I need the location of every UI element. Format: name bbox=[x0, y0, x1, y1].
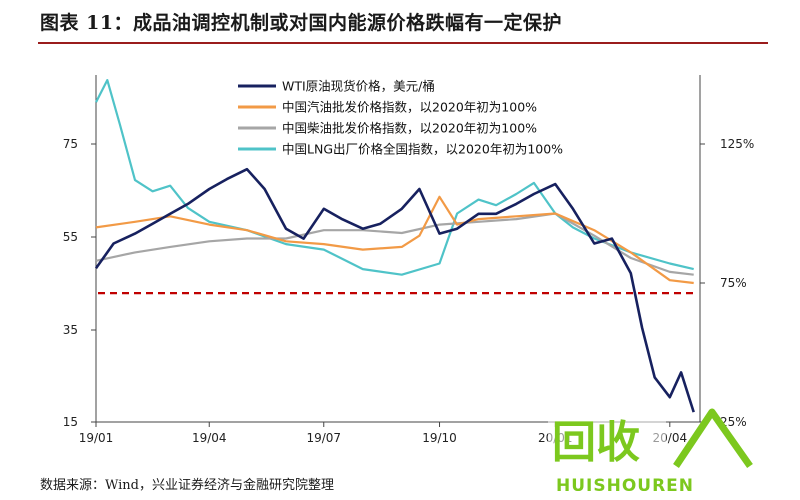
series-line-1 bbox=[94, 167, 695, 413]
x-tick-label: 19/01 bbox=[79, 431, 114, 445]
watermark-logo-text: 回收 bbox=[552, 417, 640, 468]
x-tick-label: 19/04 bbox=[192, 431, 227, 445]
y-left-tick-label: 35 bbox=[63, 323, 78, 337]
series-line-2 bbox=[95, 195, 694, 285]
watermark-backdrop bbox=[548, 410, 666, 466]
series-line-3 bbox=[95, 212, 694, 276]
source-note: 数据来源：Wind，兴业证券经济与金融研究院整理 bbox=[40, 478, 334, 493]
legend-label: 中国汽油批发价格指数，以2020年初为100% bbox=[282, 100, 537, 115]
legend-label: WTI原油现货价格，美元/桶 bbox=[282, 79, 435, 94]
legend-label: 中国LNG出厂价格全国指数，以2020年初为100% bbox=[282, 142, 563, 157]
watermark-house-icon bbox=[673, 408, 753, 469]
x-tick-label: 19/07 bbox=[306, 431, 341, 445]
y-right-tick-label: 25% bbox=[720, 415, 747, 429]
y-left-tick-label: 55 bbox=[63, 230, 78, 244]
legend-label: 中国柴油批发价格指数，以2020年初为100% bbox=[282, 121, 537, 136]
watermark-brand: HUISHOUREN bbox=[556, 476, 694, 496]
y-right-tick-label: 125% bbox=[720, 137, 754, 151]
series-line-4 bbox=[95, 79, 694, 276]
x-tick-label: 19/10 bbox=[422, 431, 457, 445]
y-left-tick-label: 15 bbox=[63, 415, 78, 429]
y-left-tick-label: 75 bbox=[63, 137, 78, 151]
chart-title: 图表 11：成品油调控机制或对国内能源价格跌幅有一定保护 bbox=[40, 12, 563, 34]
y-right-tick-label: 75% bbox=[720, 276, 747, 290]
title-rule bbox=[38, 42, 768, 44]
